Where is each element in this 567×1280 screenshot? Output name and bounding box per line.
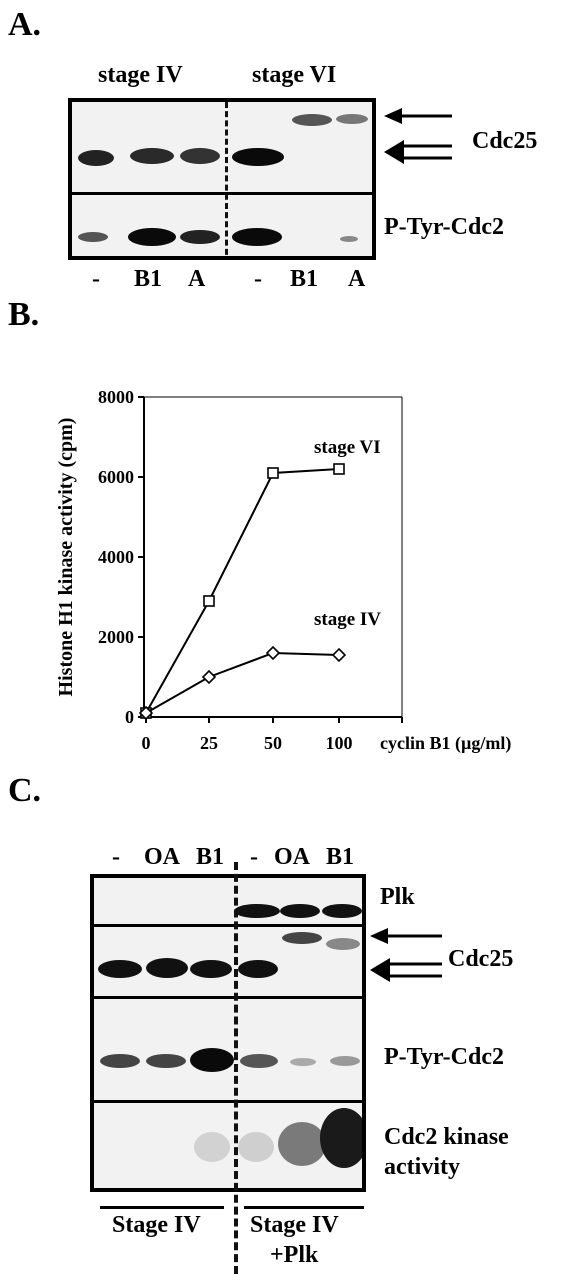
panel-c-ptyr-band-lane2 [146, 1054, 186, 1068]
series-1-point [331, 647, 347, 663]
panel-c-lane-label-5: OA [274, 844, 310, 870]
series-label-0: stage VI [314, 437, 381, 458]
panel-a-ptyr-band-lane1 [78, 232, 108, 242]
y-tick-label: 2000 [98, 627, 134, 647]
panel-c-row-divider-2 [94, 996, 362, 999]
panel-c-plk-band-lane6 [322, 904, 362, 918]
panel-c-lane-label-4: - [250, 844, 258, 870]
panel-c-label-activity: activity [384, 1154, 460, 1180]
panel-a-lane-label-4: - [254, 266, 262, 292]
series-1-point [201, 669, 217, 685]
x-tick-label: 100 [326, 733, 353, 753]
panel-a-lane-label-3: A [188, 266, 206, 292]
x-tick-label: 0 [142, 733, 151, 753]
panel-a-stage-vi-header: stage VI [252, 62, 337, 88]
panel-c-bracket-left [100, 1206, 224, 1209]
panel-a-ptyr-band-lane2 [128, 228, 176, 246]
panel-c-cdc25-band-lane1 [98, 960, 142, 978]
panel-c-kinase-spot-lane4 [238, 1132, 274, 1162]
panel-c-row-divider-3 [94, 1100, 362, 1103]
x-tick-label: 50 [264, 733, 282, 753]
panel-c-group-label-left: Stage IV [112, 1212, 201, 1238]
panel-c-label-cdc2-kinase: Cdc2 kinase [384, 1124, 509, 1150]
panel-c-bracket-right [244, 1206, 364, 1209]
panel-c-cdc25-band-lane6 [326, 938, 360, 950]
panel-c-ptyr-band-lane1 [100, 1054, 140, 1068]
panel-c-cdc25-band-lane4 [238, 960, 278, 978]
series-0-point [267, 467, 279, 479]
y-tick-label: 0 [125, 707, 134, 727]
panel-c-lane-label-6: B1 [326, 844, 355, 870]
panel-a-ptyr-band-lane6 [340, 236, 358, 242]
panel-c-lane-label-2: OA [144, 844, 180, 870]
panel-c-ptyr-band-lane3 [190, 1048, 234, 1072]
panel-a-cdc25-band-lane3 [180, 148, 220, 164]
panel-a-dashed-divider [225, 102, 228, 256]
panel-a-lane-label-6: A [348, 266, 366, 292]
panel-c-ptyr-band-lane5 [290, 1058, 316, 1066]
panel-b-chart: 0 2000 4000 6000 8000 0 25 50 100 cyclin B1 (µg/m… [55, 387, 511, 754]
panel-b-letter: B. [8, 296, 40, 333]
panel-c-kinase-spot-lane6 [320, 1108, 362, 1168]
panel-c-cdc25-band-lane2 [146, 958, 188, 978]
panel-a-cdc25-band-lane5 [292, 114, 332, 126]
panel-a-cdc25-band-lane1 [78, 150, 114, 166]
panel-c-blot [90, 874, 366, 1192]
panel-a-lane-label-5: B1 [290, 266, 319, 292]
panel-a-row-divider [72, 192, 372, 195]
panel-c-label-ptyr-cdc2: P-Tyr-Cdc2 [384, 1044, 504, 1070]
panel-c-plk-band-lane5 [280, 904, 320, 918]
series-line-1 [145, 651, 340, 714]
y-tick-label: 6000 [98, 467, 134, 487]
panel-c-lane-label-1: - [112, 844, 120, 870]
panel-c-group-label-right-2: +Plk [270, 1242, 319, 1268]
panel-c-ptyr-band-lane4 [240, 1054, 278, 1068]
panel-a-cdc25-band-lane2 [130, 148, 174, 164]
series-1-point [265, 645, 281, 661]
panel-c-arrows [370, 928, 442, 982]
panel-a-label-ptyr-cdc2: P-Tyr-Cdc2 [384, 214, 504, 240]
x-tick-label: 25 [200, 733, 218, 753]
y-tick-label: 4000 [98, 547, 134, 567]
panel-c-letter: C. [8, 772, 42, 809]
panel-c-cdc25-band-lane5 [282, 932, 322, 944]
panel-c-lane-label-3: B1 [196, 844, 225, 870]
panel-c-dashed-divider [234, 862, 238, 1274]
panel-a-cdc25-band-lane6 [336, 114, 368, 124]
panel-c-plk-band-lane4 [234, 904, 280, 918]
panel-a-cdc25-band-lane4 [232, 148, 284, 166]
panel-a-letter: A. [8, 6, 42, 43]
panel-a-lane-label-1: - [92, 266, 100, 292]
panel-c-kinase-spot-lane3 [194, 1132, 230, 1162]
panel-c-label-plk: Plk [380, 884, 415, 910]
panel-a-stage-iv-header: stage IV [98, 62, 183, 88]
panel-c-cdc25-band-lane3 [190, 960, 232, 978]
panel-c-row-divider-1 [94, 924, 362, 927]
panel-c-ptyr-band-lane6 [330, 1056, 360, 1066]
panel-c-group-label-right-1: Stage IV [250, 1212, 339, 1238]
series-0-point [203, 595, 215, 607]
y-axis-label: Histone H1 kinase activity (cpm) [55, 418, 77, 697]
panel-a-blot [68, 98, 376, 260]
series-label-1: stage IV [314, 609, 381, 630]
x-axis-label: cyclin B1 (µg/ml) [380, 733, 511, 754]
panel-c-kinase-spot-lane5 [278, 1122, 326, 1166]
panel-a-ptyr-band-lane4 [232, 228, 282, 246]
series-1-point [138, 705, 154, 721]
panel-a-label-cdc25: Cdc25 [472, 128, 538, 154]
y-tick-label: 8000 [98, 387, 134, 407]
series-0-point [333, 463, 345, 475]
panel-a-lane-label-2: B1 [134, 266, 163, 292]
series-line-0 [145, 468, 340, 714]
panel-a-arrows [384, 108, 452, 164]
panel-c-label-cdc25: Cdc25 [448, 946, 514, 972]
panel-a-ptyr-band-lane3 [180, 230, 220, 244]
